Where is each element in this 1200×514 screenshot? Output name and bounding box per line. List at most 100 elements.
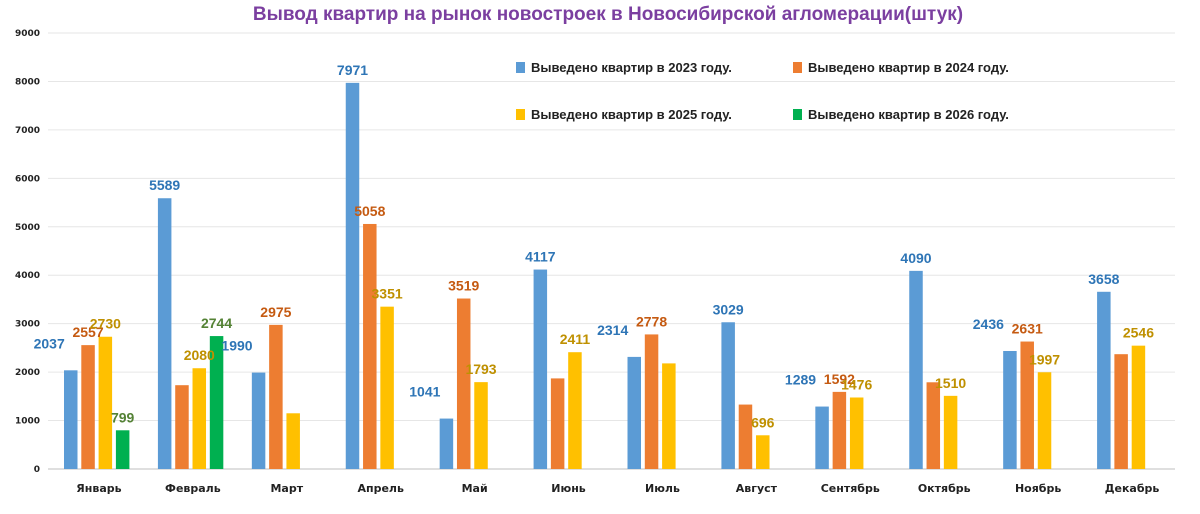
data-label: 2631: [1012, 321, 1043, 337]
y-tick-label: 3000: [15, 320, 40, 330]
data-label: 2436: [973, 316, 1004, 332]
bar: [738, 404, 753, 469]
bar: [251, 372, 266, 469]
x-tick-label: Март: [270, 482, 303, 495]
bar: [756, 435, 770, 469]
data-label: 2546: [1123, 325, 1154, 341]
legend-swatch: [793, 109, 802, 120]
data-label: 696: [751, 414, 775, 430]
data-label: 799: [111, 409, 135, 425]
data-label: 2314: [597, 322, 628, 338]
legend-label: Выведено квартир в 2024 году.: [808, 60, 1009, 75]
x-tick-label: Июнь: [551, 482, 586, 495]
data-label: 1592: [824, 371, 855, 387]
data-label: 1289: [785, 372, 816, 388]
data-label: 2080: [184, 347, 215, 363]
x-tick-label: Сентябрь: [821, 482, 880, 495]
x-tick-label: Июль: [645, 482, 680, 495]
x-tick-label: Ноябрь: [1015, 482, 1061, 495]
y-tick-label: 2000: [15, 368, 40, 378]
bar: [909, 270, 923, 469]
x-tick-label: Февраль: [165, 482, 221, 495]
bar: [345, 82, 360, 469]
y-tick-label: 1000: [15, 417, 40, 427]
data-label: 4117: [525, 249, 556, 265]
data-label: 3029: [713, 301, 744, 317]
bar: [1037, 372, 1052, 469]
bar: [721, 322, 735, 469]
y-tick-label: 8000: [15, 77, 40, 87]
bar: [363, 223, 377, 469]
bar: [157, 198, 172, 469]
data-label: 2730: [90, 316, 121, 332]
bar: [1020, 341, 1034, 469]
legend-label: Выведено квартир в 2026 году.: [808, 107, 1009, 122]
bar: [456, 298, 471, 469]
y-tick-label: 9000: [15, 29, 40, 39]
data-label: 5589: [149, 177, 180, 193]
data-label: 3519: [448, 278, 479, 294]
data-label: 5058: [354, 203, 385, 219]
y-tick-label: 4000: [15, 271, 40, 281]
bar: [1131, 345, 1146, 469]
data-label: 2744: [201, 315, 232, 331]
bar: [380, 306, 394, 469]
data-label: 2411: [560, 331, 591, 347]
x-tick-label: Декабрь: [1105, 482, 1160, 495]
data-label: 4090: [900, 250, 931, 266]
data-label: 1990: [221, 338, 252, 354]
legend-label: Выведено квартир в 2025 году.: [531, 107, 732, 122]
x-tick-label: Октябрь: [918, 482, 971, 495]
bar: [533, 269, 548, 469]
chart-title: Вывод квартир на рынок новостроек в Ново…: [252, 4, 964, 25]
bar: [1097, 291, 1111, 469]
bar: [98, 336, 113, 469]
data-label: 1041: [409, 384, 440, 400]
bar: [943, 395, 958, 469]
legend-label: Выведено квартир в 2023 году.: [531, 60, 732, 75]
legend-swatch: [516, 109, 525, 120]
data-label: 3658: [1088, 271, 1119, 287]
bar: [644, 334, 659, 469]
bar: [662, 363, 676, 469]
data-label: 2975: [260, 304, 291, 320]
data-label: 1997: [1029, 351, 1060, 367]
y-tick-label: 0: [34, 465, 40, 475]
bar: [849, 397, 864, 469]
bar: [926, 382, 941, 469]
bar: [550, 378, 565, 469]
x-tick-label: Май: [462, 482, 488, 495]
bar: [286, 413, 300, 469]
data-label: 7971: [337, 62, 368, 78]
bar: [269, 324, 283, 469]
bar: [1003, 350, 1017, 469]
data-label: 1510: [935, 375, 966, 391]
bar: [175, 385, 189, 469]
bar: [439, 418, 454, 469]
y-tick-label: 7000: [15, 126, 40, 136]
x-tick-label: Апрель: [357, 482, 404, 495]
y-tick-label: 6000: [15, 174, 40, 184]
bar: [815, 406, 829, 469]
data-label: 3351: [372, 286, 403, 302]
data-label: 2557: [72, 324, 103, 340]
bar: [627, 356, 641, 469]
data-label: 2778: [636, 313, 667, 329]
x-tick-label: Январь: [76, 482, 121, 495]
bar: [474, 382, 488, 469]
legend-swatch: [793, 62, 802, 73]
bar: [64, 370, 78, 469]
x-tick-label: Август: [736, 482, 778, 495]
legend-swatch: [516, 62, 525, 73]
bar: [115, 430, 130, 469]
bar: [209, 336, 224, 469]
bar: [1114, 354, 1128, 469]
bar: [832, 391, 847, 469]
data-label: 2037: [34, 335, 65, 351]
bar: [81, 345, 95, 469]
data-label: 1476: [841, 376, 872, 392]
bar: [568, 352, 582, 469]
data-label: 1793: [465, 361, 496, 377]
y-tick-label: 5000: [15, 223, 40, 233]
